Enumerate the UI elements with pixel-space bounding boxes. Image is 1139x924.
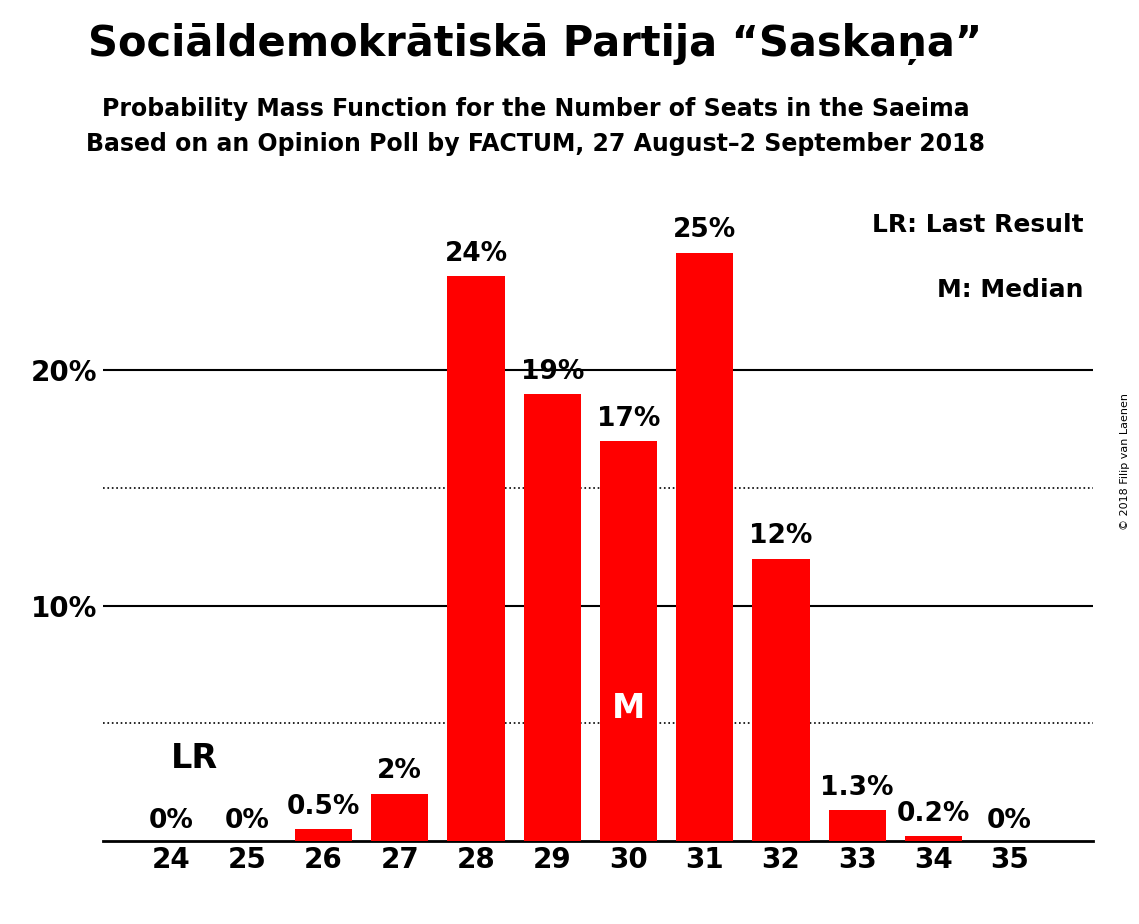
Bar [448,276,505,841]
Bar [600,441,657,841]
Bar [295,829,352,841]
Text: © 2018 Filip van Laenen: © 2018 Filip van Laenen [1121,394,1130,530]
Text: 25%: 25% [673,217,736,243]
Bar [371,794,428,841]
Text: 24%: 24% [444,241,508,267]
Bar [828,810,886,841]
Text: 17%: 17% [597,406,661,432]
Text: 0%: 0% [988,808,1032,833]
Bar [524,394,581,841]
Text: Probability Mass Function for the Number of Seats in the Saeima: Probability Mass Function for the Number… [101,97,969,121]
Text: M: Median: M: Median [937,278,1083,302]
Text: 0%: 0% [224,808,270,833]
Text: 19%: 19% [521,359,584,384]
Text: 0.5%: 0.5% [287,794,360,820]
Bar [904,836,962,841]
Text: 2%: 2% [377,759,423,784]
Bar [753,559,810,841]
Text: Based on an Opinion Poll by FACTUM, 27 August–2 September 2018: Based on an Opinion Poll by FACTUM, 27 A… [85,132,985,156]
Text: 12%: 12% [749,523,812,549]
Text: LR: Last Result: LR: Last Result [872,213,1083,237]
Text: 0%: 0% [149,808,194,833]
Text: Sociāldemokrātiskā Partija “Saskaņa”: Sociāldemokrātiskā Partija “Saskaņa” [88,23,983,65]
Bar [677,253,734,841]
Text: 0.2%: 0.2% [896,801,970,827]
Text: LR: LR [171,742,219,775]
Text: 1.3%: 1.3% [820,775,894,801]
Text: M: M [612,692,645,725]
